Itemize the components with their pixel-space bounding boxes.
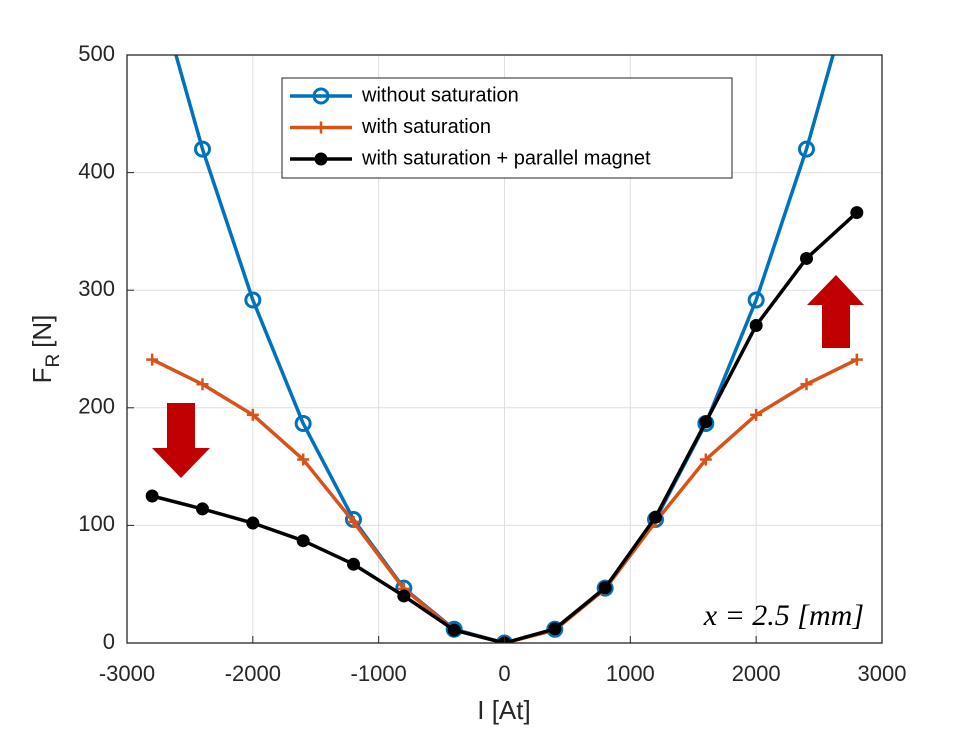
x-tick-label: 0 [498, 661, 510, 686]
marker [145, 489, 159, 503]
marker [246, 408, 259, 421]
legend-label: without saturation [361, 84, 519, 106]
marker [699, 415, 713, 429]
marker [246, 516, 260, 530]
y-label-unit: [N] [27, 315, 57, 348]
marker [196, 502, 209, 516]
marker [800, 251, 813, 265]
legend-label: with saturation [361, 116, 491, 138]
y-tick-label: 500 [78, 41, 115, 66]
marker [749, 318, 763, 332]
y-axis-label: FR [N] [27, 315, 64, 384]
ticks: -3000 -2000 -1000 0 1000 2000 3000 0 100 200 300 40… [78, 41, 906, 686]
marker [146, 353, 159, 366]
series-line [174, 55, 835, 643]
x-tick-label: 3000 [858, 661, 907, 686]
marker [244, 291, 262, 309]
marker [798, 140, 815, 158]
arrow-down [152, 403, 210, 478]
marker [750, 408, 763, 421]
marker [315, 121, 327, 134]
marker [196, 378, 209, 391]
x-tick-label: -3000 [99, 661, 155, 686]
legend-label: with saturation + parallel magnet [361, 147, 651, 169]
marker [347, 515, 360, 528]
x-tick-label: 1000 [606, 661, 655, 686]
marker [194, 140, 211, 158]
marker [447, 623, 461, 637]
marker [649, 510, 662, 524]
series-line [151, 211, 859, 643]
y-tick-label: 300 [78, 276, 115, 301]
series-layer [145, 55, 864, 643]
x-tick-label: -1000 [351, 661, 407, 686]
marker [297, 453, 310, 466]
annotation: x = 2.5 [mm] [703, 599, 864, 632]
marker [294, 414, 312, 432]
y-tick-label: 200 [78, 394, 115, 419]
legend-box [281, 77, 733, 179]
y-tick-label: 0 [103, 629, 115, 654]
marker [850, 353, 863, 366]
marker [314, 152, 328, 166]
marker [296, 534, 310, 548]
y-tick-label: 100 [78, 511, 115, 536]
arrow-up [807, 275, 864, 348]
marker [312, 87, 330, 105]
legend: without saturation with saturation with sa… [281, 77, 733, 179]
marker [596, 579, 614, 597]
x-axis-label: I [At] [477, 695, 530, 725]
y-label-sub: R [43, 354, 64, 368]
marker [548, 622, 562, 636]
marker [747, 291, 765, 309]
y-label-main: F [27, 368, 57, 384]
marker [347, 557, 360, 571]
marker [397, 589, 411, 603]
series-line [151, 358, 858, 643]
x-tick-label: -2000 [225, 661, 281, 686]
y-tick-label: 400 [78, 158, 115, 183]
marker [598, 581, 612, 595]
marker [800, 378, 813, 391]
marker [850, 206, 864, 220]
x-tick-label: 2000 [732, 661, 781, 686]
marker [699, 453, 712, 466]
